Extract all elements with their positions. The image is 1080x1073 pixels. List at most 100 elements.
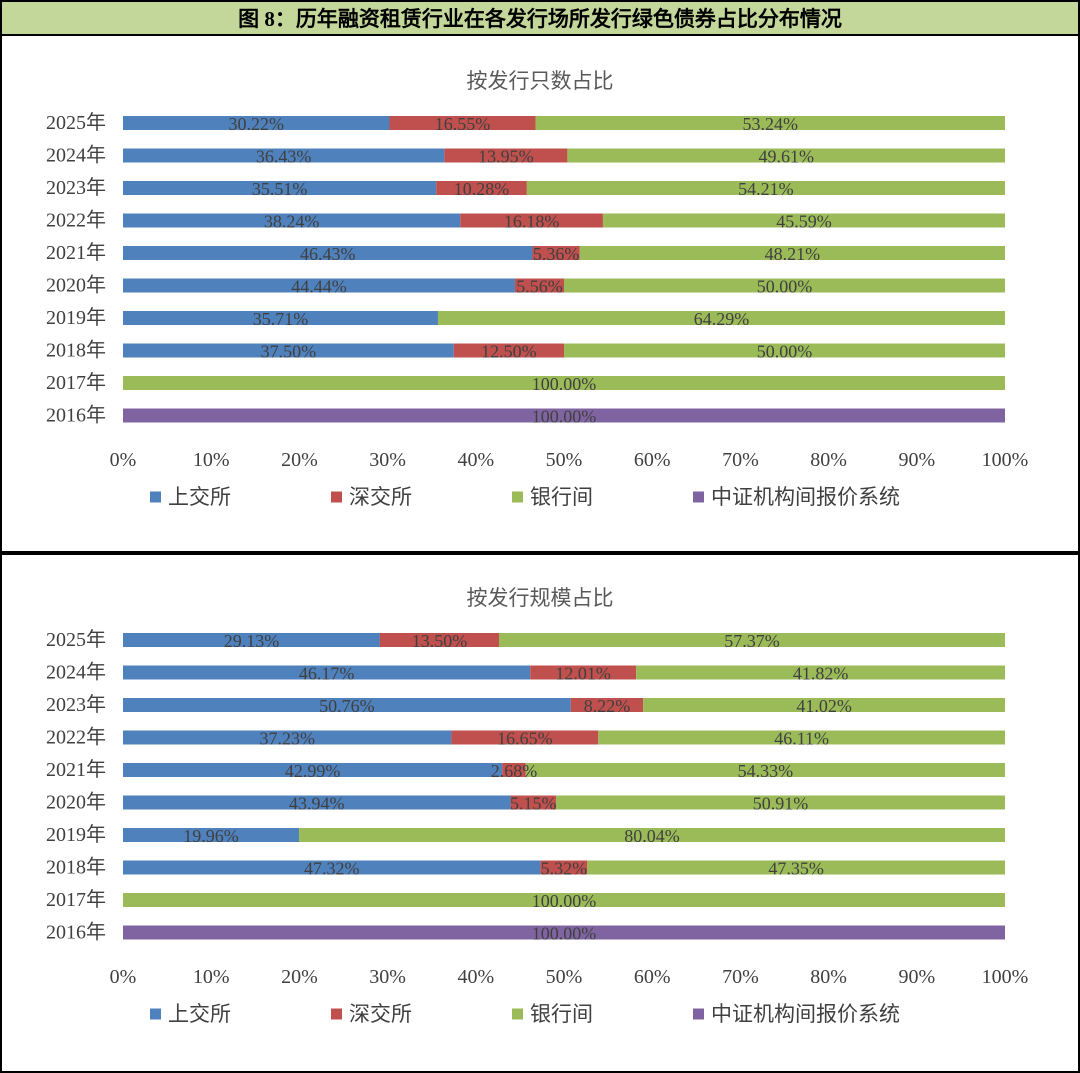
data-label: 12.01% bbox=[555, 664, 611, 684]
legend: 上交所 深交所 银行间 中证机构间报价系统 bbox=[150, 485, 900, 509]
data-label: 5.15% bbox=[510, 794, 557, 814]
y-tick-label: 2019年 bbox=[46, 306, 106, 329]
x-tick-label: 90% bbox=[898, 449, 935, 471]
y-tick-label: 2025年 bbox=[46, 111, 106, 134]
bar-segment bbox=[123, 698, 571, 712]
y-axis: 2025年 2024年 2023年 2022年 2021年 2020年 2019年 2018年… bbox=[46, 628, 106, 944]
data-label: 44.44% bbox=[291, 277, 347, 297]
y-tick-label: 2025年 bbox=[46, 628, 106, 651]
data-label: 41.82% bbox=[793, 664, 849, 684]
bar-segment bbox=[123, 213, 461, 228]
bar-segment bbox=[444, 148, 568, 163]
bar-segment bbox=[123, 893, 1005, 907]
y-tick-label: 2019年 bbox=[46, 823, 106, 846]
legend-label: 银行间 bbox=[530, 485, 593, 509]
data-label: 53.24% bbox=[742, 114, 798, 134]
x-tick-label: 80% bbox=[810, 966, 847, 988]
bar-segment bbox=[555, 795, 1005, 810]
legend-label: 深交所 bbox=[349, 1002, 412, 1026]
chart-title: 按发行规模占比 bbox=[467, 586, 614, 610]
bars bbox=[123, 116, 1006, 423]
data-label: 38.24% bbox=[264, 212, 320, 232]
y-tick-label: 2024年 bbox=[46, 144, 106, 167]
legend-swatch bbox=[150, 491, 161, 503]
x-tick-label: 100% bbox=[982, 449, 1029, 471]
x-tick-label: 10% bbox=[193, 966, 230, 988]
data-label: 46.43% bbox=[300, 244, 356, 264]
bar-segment bbox=[525, 763, 1005, 777]
data-label: 49.61% bbox=[758, 147, 814, 167]
bar-segment bbox=[123, 116, 390, 130]
bar-segment bbox=[587, 860, 1005, 875]
figure-title: 图 8：历年融资租赁行业在各发行场所发行绿色债券占比分布情况 bbox=[238, 7, 842, 31]
data-label: 5.56% bbox=[516, 277, 563, 297]
bar-segment bbox=[532, 246, 580, 260]
legend-label: 中证机构间报价系统 bbox=[711, 1002, 900, 1026]
figure-header: 图 8：历年融资租赁行业在各发行场所发行绿色债券占比分布情况 bbox=[2, 2, 1078, 34]
bar-segment bbox=[123, 246, 533, 260]
bar-segment bbox=[460, 213, 603, 228]
bar-segment bbox=[123, 795, 511, 810]
data-label: 42.99% bbox=[285, 761, 341, 781]
data-label: 37.50% bbox=[261, 342, 317, 362]
bar-segment bbox=[123, 278, 515, 293]
bar-segment bbox=[123, 860, 541, 875]
bar-segment bbox=[598, 730, 1005, 745]
y-tick-label: 2022年 bbox=[46, 726, 106, 749]
legend-item: 深交所 bbox=[331, 1002, 412, 1026]
data-label: 36.43% bbox=[256, 147, 312, 167]
header-divider bbox=[0, 34, 1080, 36]
bar-segment bbox=[123, 730, 452, 745]
x-tick-label: 60% bbox=[634, 966, 671, 988]
x-tick-label: 50% bbox=[546, 449, 583, 471]
y-tick-label: 2024年 bbox=[46, 661, 106, 684]
bar-segment bbox=[451, 730, 599, 745]
x-tick-label: 70% bbox=[722, 966, 759, 988]
bar-segment bbox=[123, 763, 503, 777]
data-label: 10.28% bbox=[454, 179, 510, 199]
legend-item: 银行间 bbox=[512, 1002, 593, 1026]
legend-item: 上交所 bbox=[150, 1002, 231, 1026]
data-label: 50.91% bbox=[753, 794, 809, 814]
data-labels: 30.22% 16.55% 53.24% 36.43% 13.95% 49.61% 35.5… bbox=[229, 114, 832, 427]
data-label: 50.00% bbox=[757, 342, 813, 362]
x-axis: 0% 10% 20% 30% 40% 50% 60% 70% 80% 90% 100% bbox=[110, 966, 1029, 988]
data-label: 64.29% bbox=[694, 309, 750, 329]
legend-label: 深交所 bbox=[349, 485, 412, 509]
y-tick-label: 2020年 bbox=[46, 274, 106, 297]
bar-segment bbox=[123, 376, 1005, 390]
data-label: 5.36% bbox=[533, 244, 580, 264]
data-label: 13.50% bbox=[412, 631, 468, 651]
chart-scale-share: 按发行规模占比 29.13% 13.50% 57.37% 46.17% 12.01% 41.… bbox=[46, 586, 1029, 1026]
data-label: 100.00% bbox=[532, 891, 597, 911]
legend-item: 银行间 bbox=[512, 485, 593, 509]
x-tick-label: 100% bbox=[982, 966, 1029, 988]
bar-segment bbox=[123, 828, 300, 842]
y-tick-label: 2022年 bbox=[46, 209, 106, 232]
bar-segment bbox=[123, 343, 454, 358]
bar-segment bbox=[540, 860, 588, 875]
y-tick-label: 2021年 bbox=[46, 241, 106, 264]
bar-segment bbox=[498, 633, 1005, 647]
bar-segment bbox=[436, 181, 527, 195]
data-label: 57.37% bbox=[724, 631, 780, 651]
data-label: 50.76% bbox=[319, 696, 375, 716]
data-label: 30.22% bbox=[229, 114, 285, 134]
legend-swatch bbox=[512, 491, 523, 503]
bars bbox=[123, 633, 1005, 940]
bar-segment bbox=[123, 311, 438, 325]
data-label: 13.95% bbox=[478, 147, 534, 167]
y-tick-label: 2017年 bbox=[46, 371, 106, 394]
x-tick-label: 0% bbox=[110, 449, 137, 471]
bar-segment bbox=[299, 828, 1005, 842]
legend-swatch bbox=[693, 491, 704, 503]
bar-segment bbox=[564, 343, 1005, 358]
bar-segment bbox=[123, 408, 1005, 423]
x-tick-label: 60% bbox=[634, 449, 671, 471]
bar-segment bbox=[636, 665, 1005, 680]
bar-segment bbox=[502, 763, 526, 777]
x-tick-label: 40% bbox=[457, 966, 494, 988]
legend-item: 深交所 bbox=[331, 485, 412, 509]
data-label: 29.13% bbox=[224, 631, 280, 651]
legend-swatch bbox=[512, 1008, 523, 1020]
